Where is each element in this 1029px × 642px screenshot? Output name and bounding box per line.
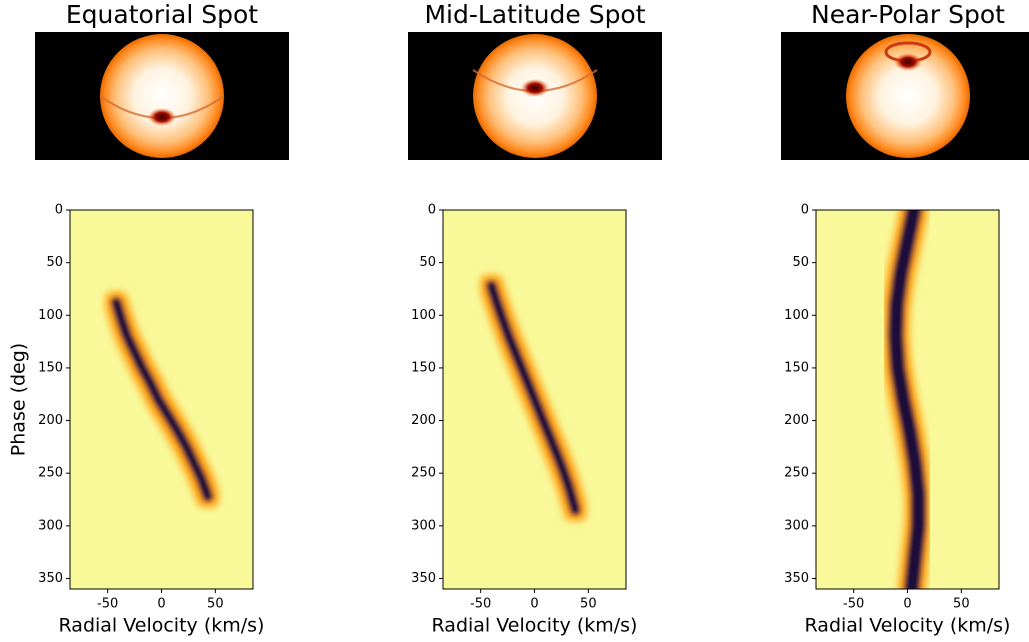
star-disk — [100, 34, 224, 158]
y-tick-label: 150 — [784, 360, 809, 375]
panel-title: Equatorial Spot — [66, 0, 258, 29]
spectral-track — [887, 210, 927, 589]
star-spot — [148, 108, 176, 126]
y-tick-label: 350 — [784, 571, 809, 586]
y-tick-label: 100 — [411, 308, 436, 323]
spectral-track — [485, 280, 581, 516]
y-tick-label: 150 — [38, 360, 63, 375]
y-tick-label: 200 — [38, 413, 63, 428]
x-axis-label: Radial Velocity (km/s) — [805, 615, 1011, 637]
y-tick-label: 50 — [46, 255, 63, 270]
track-group — [485, 280, 581, 516]
x-tick-label: -50 — [470, 597, 491, 612]
y-tick-label: 150 — [411, 360, 436, 375]
y-tick-label: 50 — [419, 255, 436, 270]
y-tick-label: 250 — [784, 466, 809, 481]
y-tick-label: 250 — [411, 466, 436, 481]
track-group — [110, 297, 214, 502]
y-tick-label: 0 — [428, 203, 436, 218]
star-disk — [846, 34, 970, 158]
x-tick-label: 0 — [157, 597, 165, 612]
y-tick-label: 200 — [411, 413, 436, 428]
y-tick-label: 200 — [784, 413, 809, 428]
y-tick-label: 0 — [55, 203, 63, 218]
y-tick-label: 100 — [784, 308, 809, 323]
y-tick-label: 100 — [38, 308, 63, 323]
x-tick-label: -50 — [843, 597, 864, 612]
y-tick-label: 350 — [411, 571, 436, 586]
y-tick-label: 300 — [784, 518, 809, 533]
panel-title: Near-Polar Spot — [811, 0, 1005, 29]
y-tick-label: 0 — [801, 203, 809, 218]
spectral-track — [110, 297, 214, 502]
x-tick-label: 50 — [953, 597, 970, 612]
x-tick-label: -50 — [97, 597, 118, 612]
y-tick-label: 350 — [38, 571, 63, 586]
x-axis-label: Radial Velocity (km/s) — [59, 615, 265, 637]
x-tick-label: 50 — [207, 597, 224, 612]
x-tick-label: 50 — [580, 597, 597, 612]
x-tick-label: 0 — [903, 597, 911, 612]
track-group — [887, 210, 927, 589]
y-tick-label: 300 — [411, 518, 436, 533]
x-axis-label: Radial Velocity (km/s) — [432, 615, 638, 637]
y-tick-label: 250 — [38, 466, 63, 481]
panel-title: Mid-Latitude Spot — [424, 0, 645, 29]
y-tick-label: 50 — [792, 255, 809, 270]
star-spot — [894, 53, 922, 71]
star-spot — [521, 79, 549, 97]
y-tick-label: 300 — [38, 518, 63, 533]
y-axis-label: Phase (deg) — [8, 343, 30, 456]
x-tick-label: 0 — [530, 597, 538, 612]
